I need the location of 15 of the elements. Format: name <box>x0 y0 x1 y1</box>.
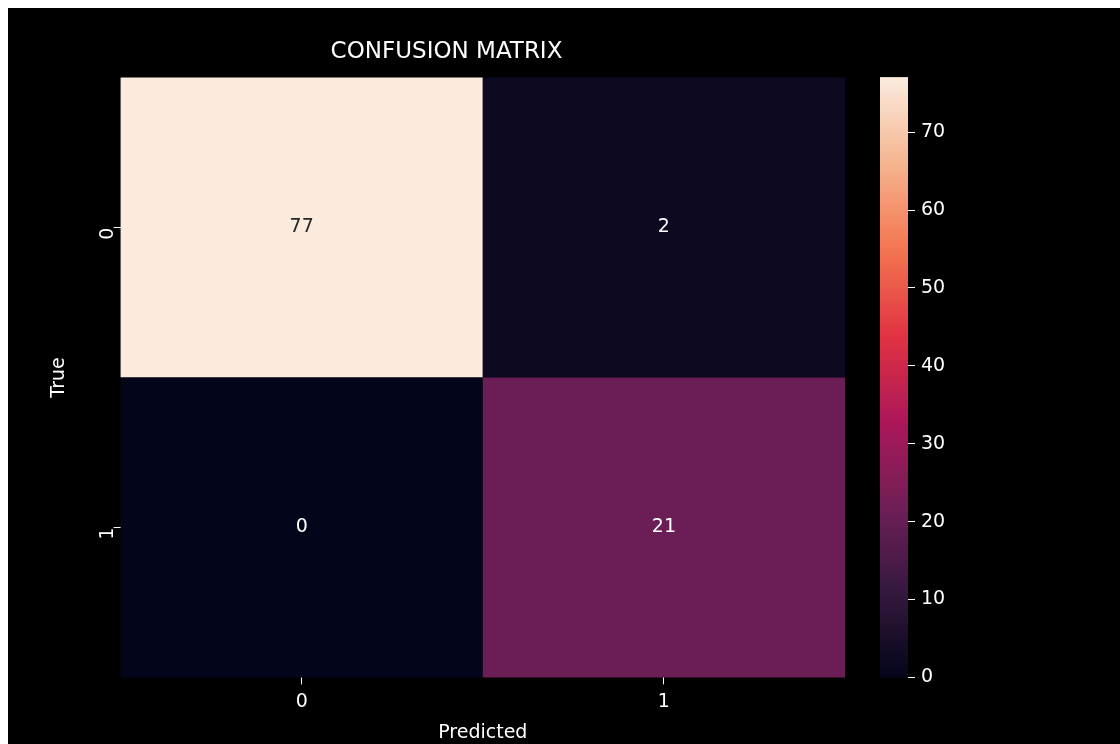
y-axis-title: True <box>46 357 69 399</box>
data-label: 77 <box>289 214 314 237</box>
data-label: 2 <box>657 214 670 237</box>
color-bar-label: 10 <box>921 586 946 609</box>
data-label: 21 <box>651 514 676 537</box>
color-bar-label: 70 <box>921 119 946 142</box>
x-axis-title: Predicted <box>438 719 528 742</box>
color-bar-label: 30 <box>921 430 946 453</box>
data-label: 0 <box>295 514 308 537</box>
color-bar-label: 20 <box>921 508 946 531</box>
color-bar-label: 60 <box>921 196 946 219</box>
color-bar-label: 0 <box>921 664 934 687</box>
color-bar-label: 40 <box>921 352 946 375</box>
color-bar-label: 50 <box>921 274 946 297</box>
chart-title: CONFUSION MATRIX <box>330 36 563 63</box>
